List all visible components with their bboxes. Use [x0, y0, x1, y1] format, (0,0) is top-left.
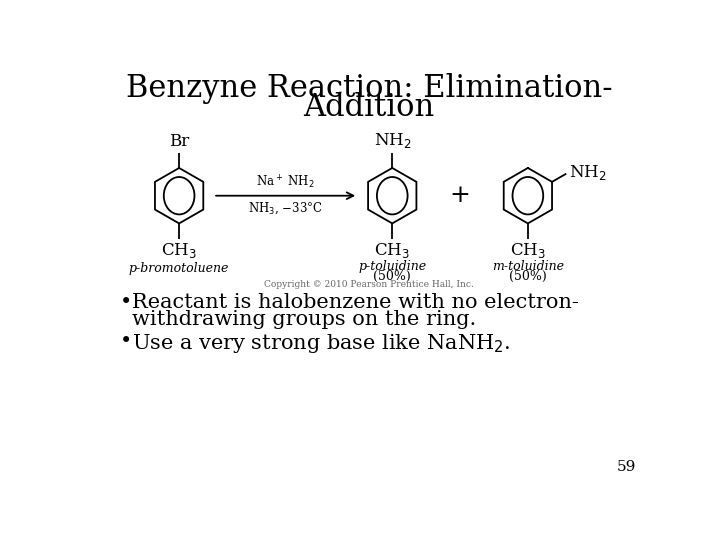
Text: +: + [449, 184, 470, 207]
Text: p-toluidine: p-toluidine [358, 260, 426, 273]
Text: Br: Br [169, 133, 189, 150]
Text: CH$_3$: CH$_3$ [510, 241, 546, 260]
Text: NH$_2$: NH$_2$ [374, 131, 411, 150]
Text: •: • [120, 294, 132, 313]
Text: Addition: Addition [303, 92, 435, 123]
Text: Reactant is halobenzene with no electron-: Reactant is halobenzene with no electron… [132, 294, 579, 313]
Text: m-toluidine: m-toluidine [492, 260, 564, 273]
Text: (50%): (50%) [374, 269, 411, 282]
Text: Use a very strong base like NaNH$_2$.: Use a very strong base like NaNH$_2$. [132, 332, 510, 355]
Text: CH$_3$: CH$_3$ [374, 241, 410, 260]
Text: (50%): (50%) [509, 269, 546, 282]
Text: Benzyne Reaction: Elimination-: Benzyne Reaction: Elimination- [126, 72, 612, 104]
Text: p-bromotoluene: p-bromotoluene [129, 262, 229, 275]
Text: •: • [120, 332, 132, 351]
Text: NH$_2$: NH$_2$ [569, 163, 606, 182]
Text: Na$^+$ NH$_2$: Na$^+$ NH$_2$ [256, 174, 315, 191]
Text: NH$_3$, −33°C: NH$_3$, −33°C [248, 200, 323, 216]
Text: Copyright © 2010 Pearson Prentice Hall, Inc.: Copyright © 2010 Pearson Prentice Hall, … [264, 280, 474, 288]
Text: 59: 59 [617, 461, 636, 475]
Text: CH$_3$: CH$_3$ [161, 241, 197, 260]
Text: withdrawing groups on the ring.: withdrawing groups on the ring. [132, 310, 476, 329]
